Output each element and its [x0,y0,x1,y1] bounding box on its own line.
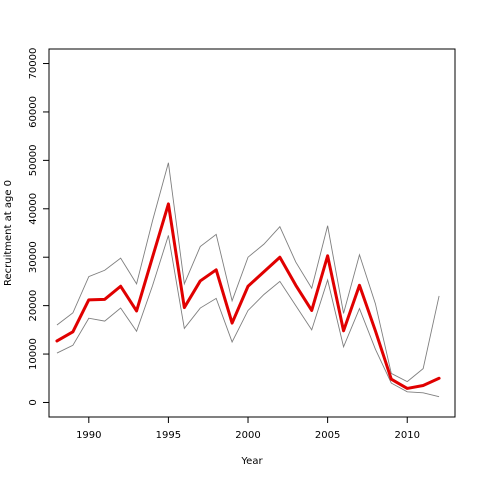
series-line-estimate [55,202,441,390]
x-tick-label: 1995 [156,430,181,441]
x-tick-label: 2010 [395,430,420,441]
y-tick-label: 0 [28,399,39,405]
y-tick-label: 40000 [28,193,39,225]
y-tick-label: 10000 [28,338,39,370]
y-tick-label: 60000 [28,96,39,128]
series-line-upper-bound [56,162,440,383]
y-tick-label: 50000 [28,144,39,176]
x-tick-label: 2005 [315,430,340,441]
series-layer [55,162,441,398]
y-tick-label: 70000 [28,48,39,80]
series-line-lower-bound [56,235,440,398]
x-axis: 1990 1995 2000 2005 2010 [76,416,420,441]
y-tick-label: 20000 [28,290,39,322]
x-axis-title: Year [240,456,263,467]
y-axis-title: Recruitment at age 0 [3,180,14,286]
y-tick-label: 30000 [28,241,39,273]
y-axis: 0 10000 20000 30000 40000 50000 60000 70000 [28,48,50,406]
x-tick-label: 1990 [76,430,101,441]
plot-frame [48,48,456,418]
x-tick-label: 2000 [235,430,260,441]
